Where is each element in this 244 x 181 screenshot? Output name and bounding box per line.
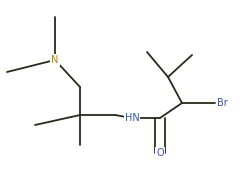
- Text: HN: HN: [125, 113, 139, 123]
- Text: O: O: [156, 148, 164, 158]
- Text: Br: Br: [217, 98, 228, 108]
- Text: N: N: [51, 55, 59, 65]
